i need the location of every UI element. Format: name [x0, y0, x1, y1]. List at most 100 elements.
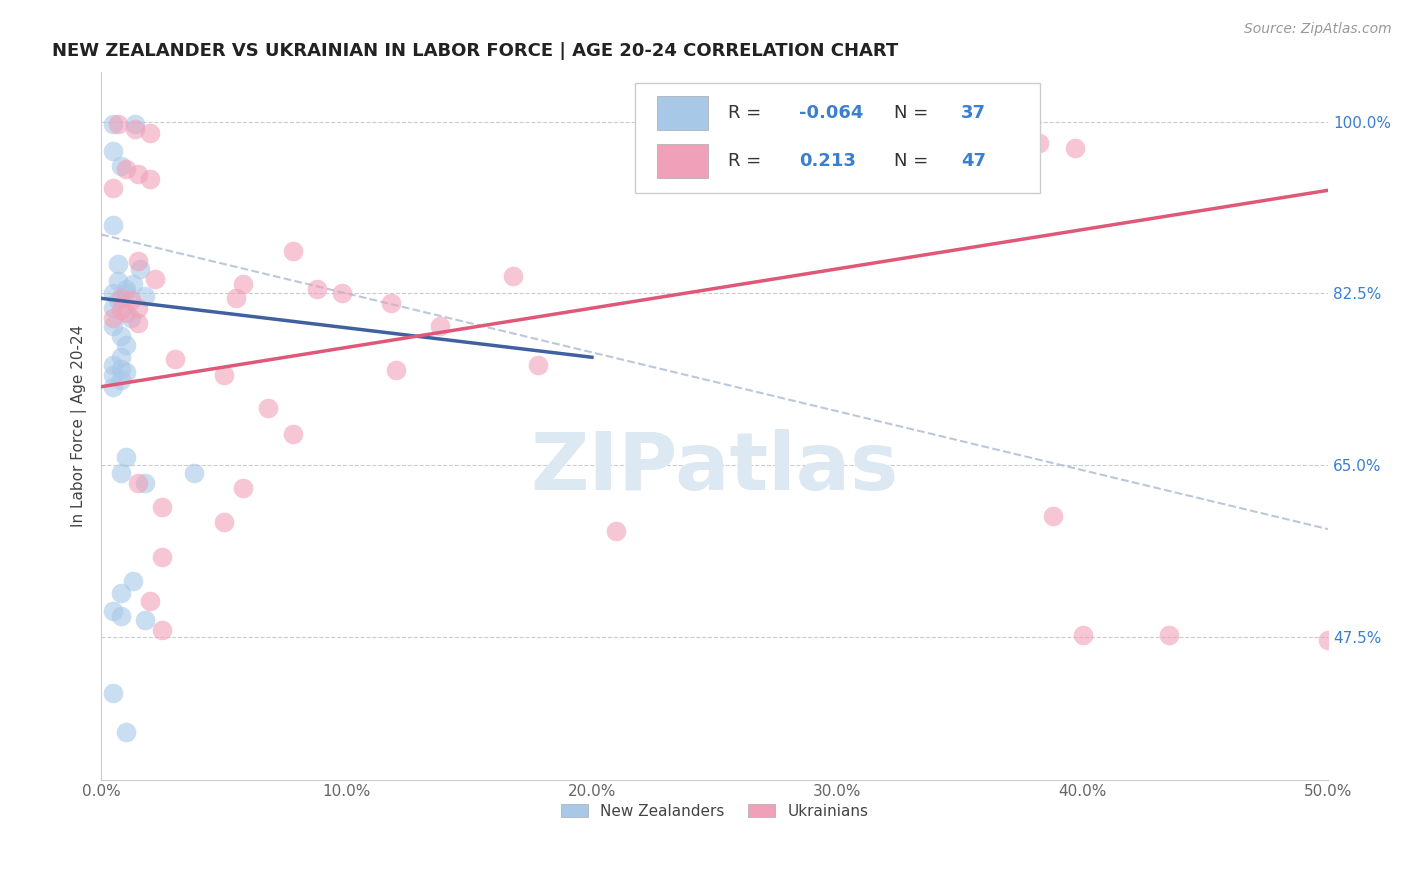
- Text: Source: ZipAtlas.com: Source: ZipAtlas.com: [1244, 22, 1392, 37]
- Point: [103, 358, 125, 372]
- Point: [107, 118, 129, 132]
- Point: [527, 358, 550, 372]
- Point: [152, 549, 174, 564]
- Point: [134, 475, 156, 490]
- Point: [1317, 633, 1340, 648]
- Point: [1064, 141, 1087, 155]
- Point: [183, 466, 205, 480]
- Point: [232, 277, 254, 291]
- FancyBboxPatch shape: [657, 95, 709, 129]
- Point: [900, 122, 922, 136]
- Point: [103, 181, 125, 195]
- Point: [127, 167, 149, 181]
- Text: 47: 47: [962, 152, 986, 169]
- Text: NEW ZEALANDER VS UKRAINIAN IN LABOR FORCE | AGE 20-24 CORRELATION CHART: NEW ZEALANDER VS UKRAINIAN IN LABOR FORC…: [52, 42, 898, 60]
- Point: [110, 466, 132, 480]
- Point: [103, 310, 125, 325]
- Point: [103, 686, 125, 700]
- Point: [114, 161, 136, 176]
- Point: [127, 475, 149, 490]
- Point: [103, 286, 125, 301]
- Point: [114, 450, 136, 465]
- Point: [107, 257, 129, 271]
- Point: [124, 118, 146, 132]
- Text: N =: N =: [894, 103, 934, 121]
- Point: [1042, 509, 1064, 524]
- Point: [127, 254, 149, 268]
- Point: [380, 296, 402, 310]
- Point: [120, 293, 142, 308]
- FancyBboxPatch shape: [636, 83, 1040, 193]
- Point: [1157, 628, 1180, 642]
- Point: [139, 171, 162, 186]
- Legend: New Zealanders, Ukrainians: New Zealanders, Ukrainians: [554, 797, 875, 825]
- Point: [257, 401, 280, 416]
- Point: [134, 614, 156, 628]
- Point: [502, 268, 524, 283]
- Point: [281, 426, 304, 441]
- Point: [114, 286, 136, 301]
- Point: [307, 281, 329, 295]
- Point: [127, 301, 149, 315]
- Point: [110, 362, 132, 376]
- Point: [110, 303, 132, 318]
- Text: -0.064: -0.064: [799, 103, 863, 121]
- Point: [114, 338, 136, 352]
- Point: [232, 481, 254, 495]
- Point: [110, 328, 132, 343]
- FancyBboxPatch shape: [657, 144, 709, 178]
- Point: [114, 365, 136, 379]
- Text: R =: R =: [728, 152, 768, 169]
- Point: [1028, 136, 1050, 150]
- Point: [103, 301, 125, 315]
- Point: [384, 363, 406, 377]
- Point: [107, 293, 129, 308]
- Point: [110, 351, 132, 365]
- Point: [1071, 628, 1094, 642]
- Point: [103, 218, 125, 232]
- Point: [110, 608, 132, 623]
- Point: [225, 291, 247, 305]
- Text: R =: R =: [728, 103, 768, 121]
- Point: [122, 574, 145, 589]
- Point: [129, 261, 152, 276]
- Point: [143, 271, 166, 285]
- Text: 37: 37: [962, 103, 986, 121]
- Point: [114, 725, 136, 739]
- Text: 0.213: 0.213: [799, 152, 856, 169]
- Point: [134, 289, 156, 303]
- Point: [103, 604, 125, 618]
- Point: [103, 144, 125, 158]
- Point: [212, 516, 235, 530]
- Text: ZIPatlas: ZIPatlas: [530, 429, 898, 508]
- Point: [124, 122, 146, 136]
- Point: [953, 126, 976, 140]
- Point: [212, 368, 235, 382]
- Point: [114, 281, 136, 295]
- Point: [110, 291, 132, 305]
- Y-axis label: In Labor Force | Age 20-24: In Labor Force | Age 20-24: [72, 325, 87, 527]
- Point: [281, 244, 304, 259]
- Point: [330, 286, 353, 301]
- Point: [120, 310, 142, 325]
- Point: [103, 368, 125, 382]
- Point: [163, 352, 186, 367]
- Point: [139, 594, 162, 608]
- Point: [122, 277, 145, 291]
- Point: [605, 524, 627, 538]
- Point: [110, 373, 132, 387]
- Point: [152, 500, 174, 514]
- Point: [107, 274, 129, 288]
- Point: [103, 318, 125, 333]
- Point: [103, 118, 125, 132]
- Text: N =: N =: [894, 152, 934, 169]
- Point: [998, 131, 1021, 145]
- Point: [139, 126, 162, 140]
- Point: [127, 316, 149, 330]
- Point: [429, 318, 451, 333]
- Point: [110, 159, 132, 173]
- Point: [110, 586, 132, 600]
- Point: [103, 380, 125, 394]
- Point: [114, 306, 136, 320]
- Point: [152, 624, 174, 638]
